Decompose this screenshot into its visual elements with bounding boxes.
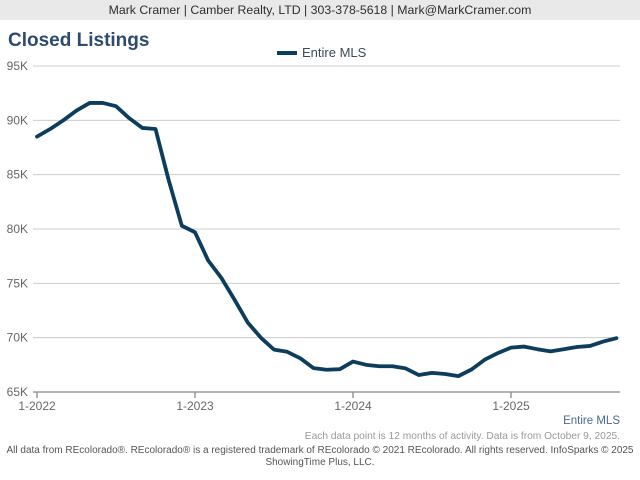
svg-text:1-2023: 1-2023 <box>176 399 214 413</box>
svg-text:Entire MLS: Entire MLS <box>563 415 620 427</box>
svg-text:90K: 90K <box>7 113 28 127</box>
svg-text:1-2025: 1-2025 <box>492 399 530 413</box>
svg-text:75K: 75K <box>7 276 28 290</box>
svg-text:95K: 95K <box>7 59 28 73</box>
svg-text:ShowingTime Plus, LLC.: ShowingTime Plus, LLC. <box>265 457 374 468</box>
svg-text:1-2024: 1-2024 <box>334 399 372 413</box>
svg-text:70K: 70K <box>7 331 28 345</box>
svg-text:65K: 65K <box>7 385 28 399</box>
svg-text:1-2022: 1-2022 <box>18 399 56 413</box>
svg-text:85K: 85K <box>7 168 28 182</box>
svg-text:Entire MLS: Entire MLS <box>302 45 367 60</box>
svg-text:Each data point is 12 months o: Each data point is 12 months of activity… <box>305 431 620 442</box>
svg-text:80K: 80K <box>7 222 28 236</box>
svg-text:All data from REcolorado®. REc: All data from REcolorado®. REcolorado® i… <box>7 445 634 456</box>
